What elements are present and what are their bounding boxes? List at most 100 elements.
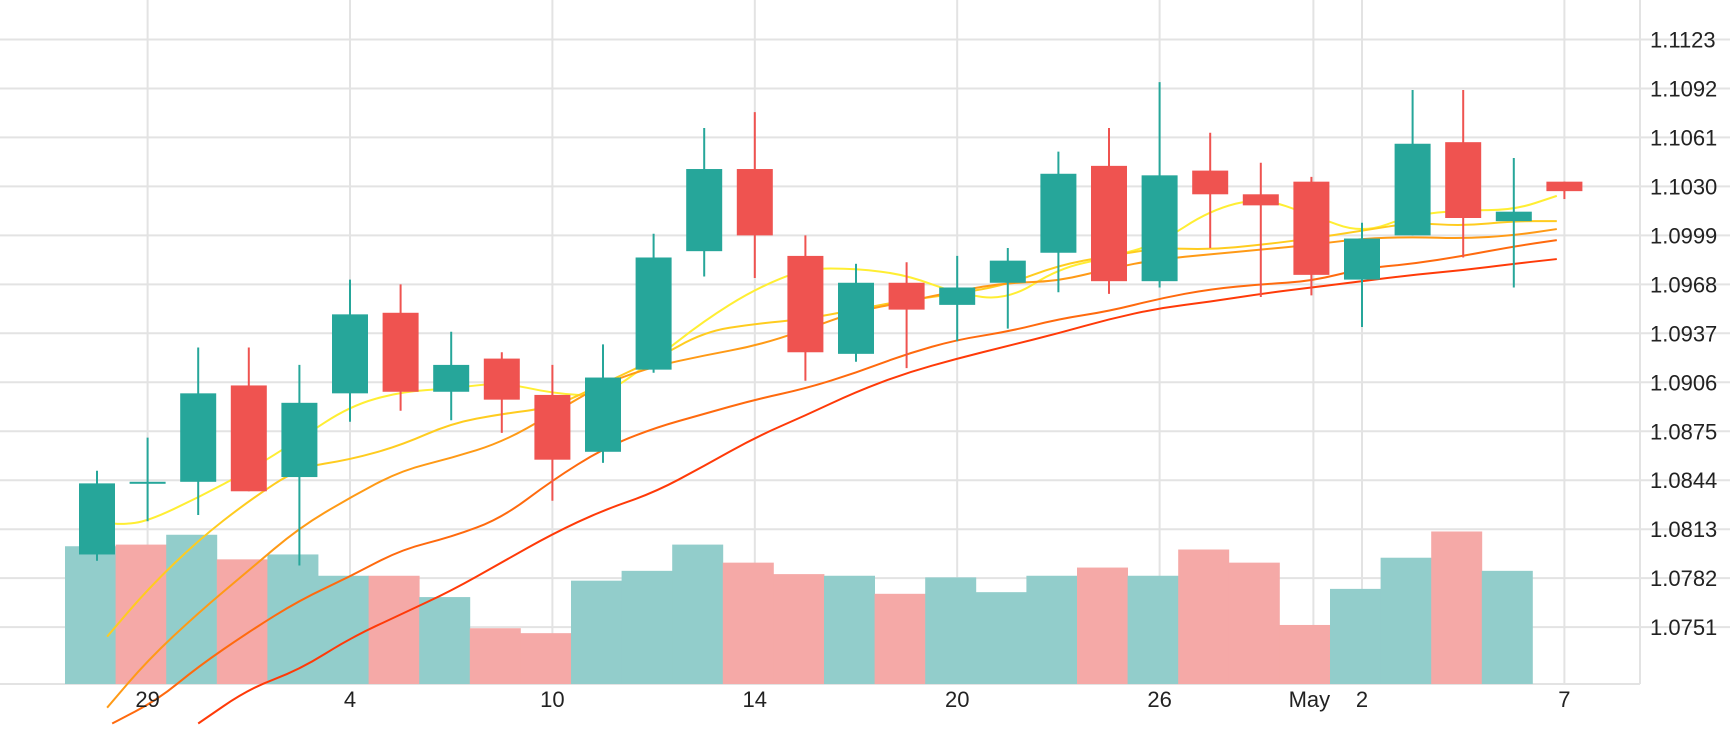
candle[interactable] bbox=[838, 263, 874, 362]
candle[interactable] bbox=[1344, 222, 1380, 327]
price-tick-label: 1.0968 bbox=[1650, 272, 1717, 297]
price-tick-label: 1.1123 bbox=[1650, 27, 1716, 52]
candle-body bbox=[1040, 173, 1077, 253]
price-tick-label: 1.0906 bbox=[1650, 370, 1717, 395]
candle-body bbox=[534, 394, 571, 460]
moving-average-line bbox=[197, 258, 1557, 725]
candle[interactable] bbox=[1242, 162, 1279, 297]
volume-bar bbox=[520, 633, 572, 684]
candle-body bbox=[1394, 143, 1431, 236]
candle-body bbox=[79, 483, 115, 555]
volume-bar bbox=[722, 562, 774, 684]
price-tick-label: 1.1061 bbox=[1650, 125, 1717, 150]
candle-body bbox=[281, 402, 318, 478]
candle-body bbox=[129, 481, 166, 484]
price-tick-label: 1.1030 bbox=[1650, 174, 1717, 199]
volume-bar bbox=[166, 534, 218, 684]
candle-body bbox=[736, 169, 773, 236]
volume-bar bbox=[419, 597, 471, 684]
volume-bar bbox=[1228, 562, 1280, 684]
volume-bar bbox=[216, 559, 268, 684]
volume-bar bbox=[318, 575, 369, 684]
candle[interactable] bbox=[534, 364, 571, 501]
candle[interactable] bbox=[787, 235, 824, 381]
moving-average-line bbox=[111, 239, 1557, 725]
price-tick-label: 1.0937 bbox=[1650, 321, 1717, 346]
volume-bar bbox=[267, 554, 319, 684]
volume-bar bbox=[115, 544, 167, 684]
candle[interactable] bbox=[989, 248, 1026, 329]
volume-bar bbox=[469, 628, 521, 684]
price-tick-label: 1.0751 bbox=[1650, 615, 1717, 640]
candle[interactable] bbox=[129, 437, 166, 522]
volume-bar bbox=[1178, 549, 1230, 684]
candle[interactable] bbox=[1394, 90, 1431, 236]
candle[interactable] bbox=[1445, 90, 1482, 258]
candle[interactable] bbox=[230, 347, 267, 492]
candle-body bbox=[787, 255, 824, 353]
candle-body bbox=[382, 312, 419, 392]
candle[interactable] bbox=[585, 344, 621, 463]
volume-bar bbox=[1481, 570, 1533, 684]
volume-bar bbox=[975, 592, 1027, 684]
candle[interactable] bbox=[483, 352, 520, 433]
time-tick-label: 14 bbox=[743, 687, 767, 712]
volume-bar bbox=[368, 575, 420, 684]
candle[interactable] bbox=[281, 364, 318, 566]
volume-bar bbox=[1026, 575, 1078, 684]
volume-bar bbox=[1330, 588, 1381, 684]
candle[interactable] bbox=[1192, 132, 1229, 249]
candle[interactable] bbox=[382, 284, 419, 411]
volume-bar bbox=[1127, 575, 1179, 684]
candle-body bbox=[838, 282, 874, 354]
candle[interactable] bbox=[888, 262, 925, 369]
candle-body bbox=[1242, 194, 1279, 206]
price-axis[interactable]: 1.1123 1.1092 1.1061 1.1030 1.0999 1.0968 1.09… bbox=[1650, 27, 1717, 640]
candle-body bbox=[1495, 211, 1532, 222]
time-tick-label: 20 bbox=[945, 687, 969, 712]
candle-body bbox=[230, 385, 267, 492]
candle[interactable] bbox=[433, 331, 470, 421]
candle[interactable] bbox=[1040, 151, 1077, 293]
time-tick-label: 2 bbox=[1356, 687, 1368, 712]
price-tick-label: 1.1092 bbox=[1650, 76, 1717, 101]
candle-body bbox=[1344, 238, 1380, 280]
candle[interactable] bbox=[1141, 82, 1178, 288]
candle[interactable] bbox=[635, 233, 672, 373]
candle[interactable] bbox=[1495, 157, 1532, 288]
candle[interactable] bbox=[939, 255, 976, 342]
candle-body bbox=[1192, 170, 1229, 195]
volume-bar bbox=[571, 580, 622, 684]
time-tick-label: May bbox=[1289, 687, 1331, 712]
candle[interactable] bbox=[79, 470, 115, 561]
candle-body bbox=[1546, 181, 1583, 192]
volume-bar bbox=[773, 574, 825, 684]
volume-bar bbox=[1431, 531, 1483, 684]
volume-bar bbox=[65, 546, 116, 684]
candle[interactable] bbox=[1293, 176, 1330, 296]
candle[interactable] bbox=[686, 127, 723, 277]
time-axis[interactable]: 29 4 10 14 20 26 May 2 7 bbox=[135, 687, 1570, 712]
candle-body bbox=[686, 169, 723, 252]
candle-body bbox=[635, 257, 672, 370]
time-tick-label: 4 bbox=[344, 687, 356, 712]
candle-body bbox=[888, 282, 925, 310]
candle[interactable] bbox=[332, 279, 368, 422]
volume-bar bbox=[874, 593, 926, 684]
candle-body bbox=[483, 358, 520, 400]
candle[interactable] bbox=[180, 347, 217, 515]
candle-body bbox=[1141, 175, 1178, 282]
candle-body bbox=[433, 364, 470, 392]
volume-bar bbox=[925, 577, 977, 684]
candle[interactable] bbox=[1546, 181, 1583, 200]
candle[interactable] bbox=[736, 112, 773, 279]
price-tick-label: 1.0999 bbox=[1650, 223, 1717, 248]
candle-body bbox=[585, 377, 621, 452]
candle-body bbox=[180, 393, 217, 482]
price-tick-label: 1.0875 bbox=[1650, 419, 1717, 444]
volume-bar bbox=[1380, 557, 1432, 684]
price-tick-label: 1.0782 bbox=[1650, 566, 1717, 591]
time-tick-label: 7 bbox=[1558, 687, 1570, 712]
candle[interactable] bbox=[1091, 127, 1127, 294]
